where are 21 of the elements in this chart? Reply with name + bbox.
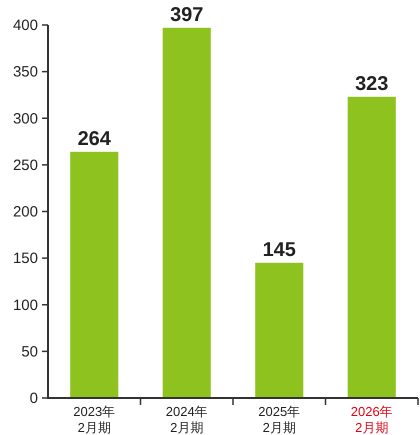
data-label: 264 (78, 128, 112, 150)
y-tick-label: 250 (12, 156, 38, 174)
y-tick-label: 50 (21, 343, 38, 360)
y-tick-label: 150 (12, 250, 38, 268)
data-label: 323 (355, 72, 388, 95)
bar (70, 152, 118, 398)
x-tick-label: 2023年 2月期 (73, 404, 116, 435)
y-tick-label: 200 (12, 204, 38, 220)
y-tick-label: 350 (12, 64, 38, 81)
bar (255, 262, 304, 398)
y-tick-label: 100 (12, 296, 38, 314)
y-tick-label: 0 (30, 390, 38, 407)
bar (162, 28, 211, 398)
x-tick-label: 2024年 2月期 (166, 404, 208, 435)
bar (348, 96, 396, 398)
data-label: 145 (262, 238, 296, 261)
data-label: 397 (170, 4, 204, 26)
y-tick-label: 400 (12, 17, 38, 34)
y-tick-label: 300 (12, 110, 38, 128)
x-tick-label: 2025年 2月期 (258, 404, 300, 435)
x-tick-label: 2026年 2月期 (350, 404, 393, 435)
